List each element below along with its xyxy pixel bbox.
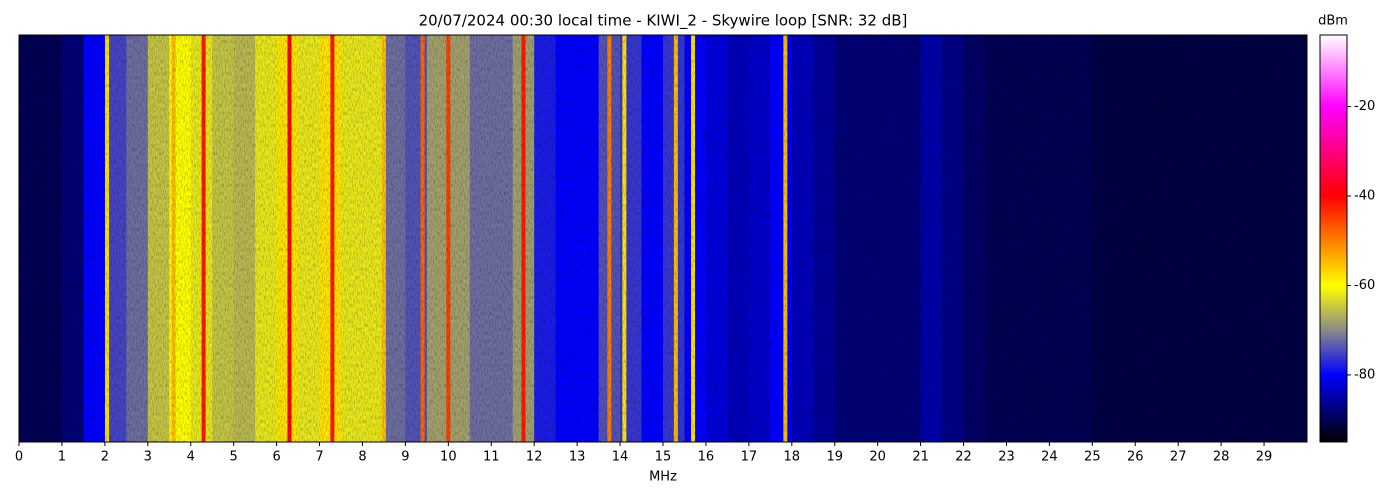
x-tick-label: 15 [655, 450, 672, 465]
colorbar [1319, 34, 1348, 443]
x-tick-label: 9 [401, 450, 409, 465]
x-tick-label: 4 [187, 450, 195, 465]
colorbar-tick-label: -40 [1354, 189, 1375, 204]
x-tick-label: 14 [612, 450, 629, 465]
x-tick-label: 23 [998, 450, 1015, 465]
chart-title: 20/07/2024 00:30 local time - KIWI_2 - S… [419, 12, 908, 31]
x-tick-label: 11 [483, 450, 500, 465]
x-tick-label: 29 [1256, 450, 1273, 465]
x-tick-label: 21 [912, 450, 929, 465]
x-tick-label: 28 [1213, 450, 1230, 465]
x-tick-label: 20 [869, 450, 886, 465]
x-tick-label: 5 [230, 450, 238, 465]
colorbar-tick-label: -60 [1354, 278, 1375, 293]
colorbar-tick-label: -20 [1354, 99, 1375, 114]
x-tick-label: 2 [101, 450, 109, 465]
x-tick-label: 27 [1170, 450, 1187, 465]
x-tick-label: 22 [955, 450, 972, 465]
x-tick-label: 16 [698, 450, 715, 465]
x-tick-label: 8 [358, 450, 366, 465]
x-tick-label: 24 [1041, 450, 1058, 465]
x-tick-label: 13 [569, 450, 586, 465]
x-tick-label: 17 [741, 450, 758, 465]
x-tick-label: 0 [15, 450, 23, 465]
colorbar-label: dBm [1318, 14, 1348, 29]
x-tick-label: 19 [826, 450, 843, 465]
colorbar-tick-label: -80 [1354, 367, 1375, 382]
x-tick-label: 25 [1084, 450, 1101, 465]
texture [19, 35, 1307, 442]
x-tick-label: 18 [784, 450, 801, 465]
x-tick-label: 6 [272, 450, 280, 465]
x-axis-label: MHz [649, 470, 677, 485]
x-tick-label: 26 [1127, 450, 1144, 465]
x-tick-label: 12 [526, 450, 543, 465]
x-tick-label: 10 [440, 450, 457, 465]
x-tick-label: 1 [58, 450, 66, 465]
plot-area [19, 35, 1308, 442]
x-tick-label: 7 [315, 450, 323, 465]
x-tick-label: 3 [144, 450, 152, 465]
